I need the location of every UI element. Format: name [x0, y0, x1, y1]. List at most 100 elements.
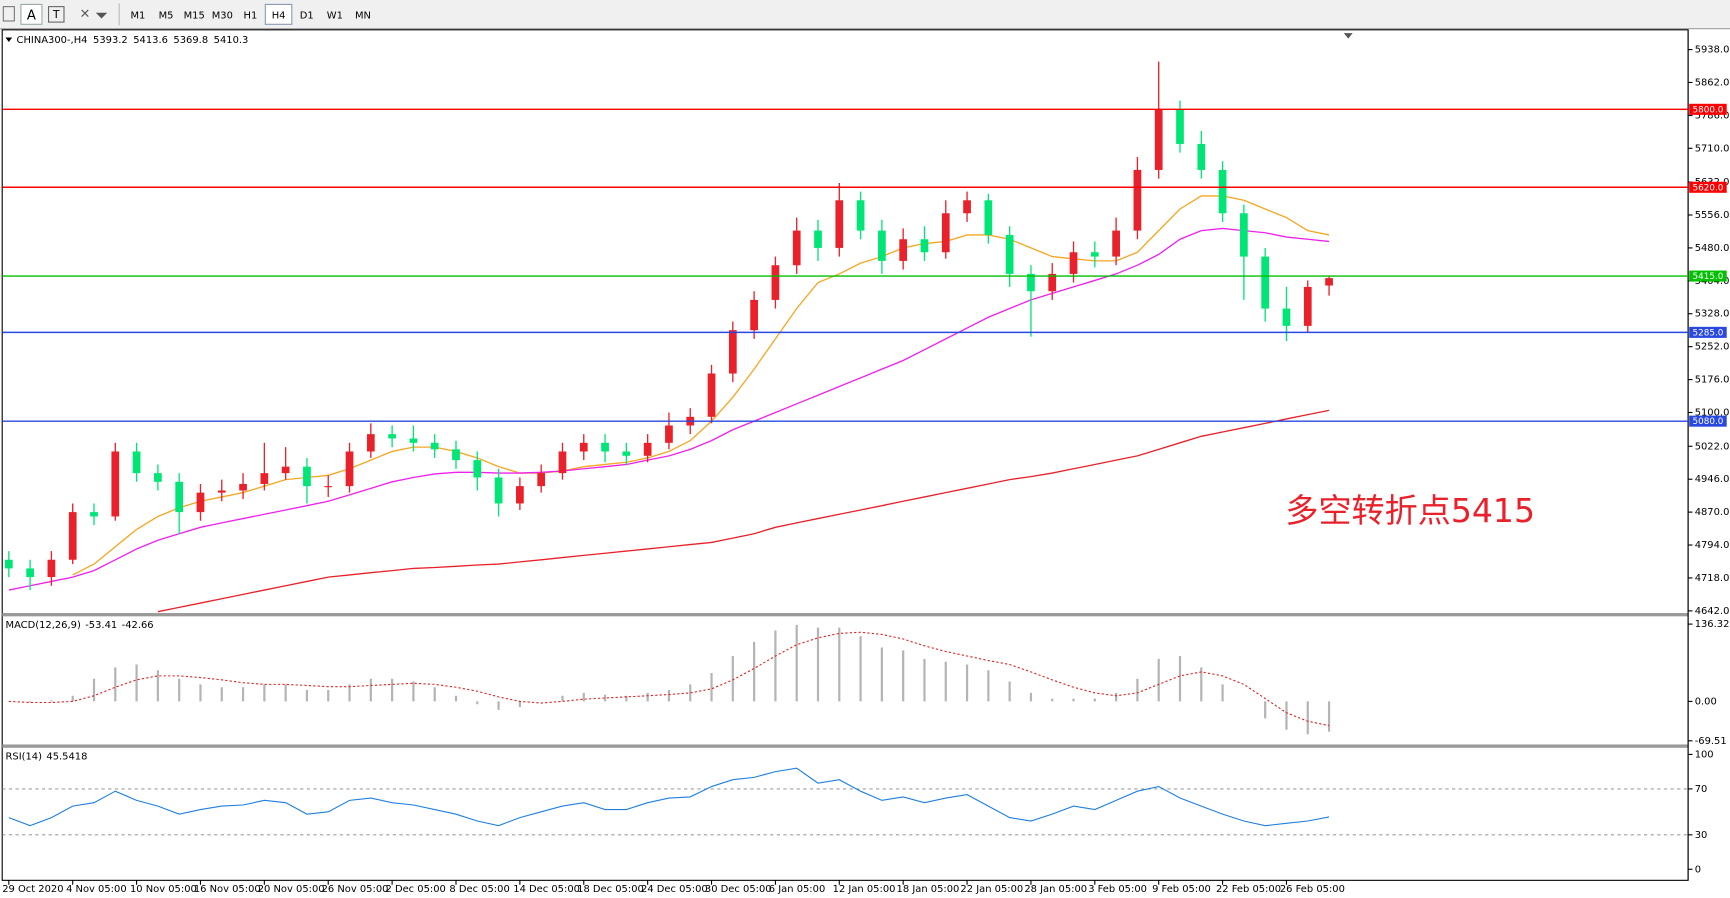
candle-body — [175, 481, 184, 513]
candle-body — [1154, 109, 1163, 170]
moving-average — [157, 409, 1330, 613]
macd-panel — [8, 624, 1331, 735]
timeframe-label: D1 — [300, 10, 314, 21]
rsi-line — [8, 767, 1330, 827]
arrows-tool-button[interactable] — [81, 9, 108, 19]
timeframe-label: M30 — [212, 10, 233, 21]
candle-body — [90, 512, 98, 517]
candle-body — [1176, 109, 1184, 144]
y-tick-label: 5252.0 — [1695, 342, 1730, 353]
rsi-header: RSI(14) 45.5418 — [6, 752, 88, 763]
candle-body — [622, 451, 631, 456]
x-tick-label: 20 Nov 05:00 — [258, 884, 325, 895]
timeframe-label: MN — [355, 10, 371, 21]
y-tick-label: 70 — [1695, 784, 1708, 795]
candle-body — [1027, 273, 1035, 292]
x-tick-label: 2 Dec 05:00 — [385, 884, 445, 895]
x-tick-label: 18 Dec 05:00 — [577, 884, 644, 895]
candle-body — [814, 230, 822, 248]
candle-body — [728, 330, 737, 374]
y-tick-label: 0.00 — [1695, 696, 1717, 707]
x-tick-label: 26 Nov 05:00 — [322, 884, 389, 895]
level-label: 5415.0 — [1692, 272, 1723, 282]
candle-body — [1303, 286, 1312, 326]
candle-body — [132, 451, 141, 474]
candle-body — [963, 200, 971, 214]
candle-body — [26, 568, 34, 578]
timeframe-label: H1 — [244, 10, 258, 21]
timeframe-button[interactable] — [237, 4, 264, 25]
candle-body — [452, 449, 460, 461]
candle-body — [516, 486, 524, 504]
timeframe-button[interactable] — [264, 3, 293, 25]
candle-body — [1240, 213, 1248, 257]
x-tick-label: 26 Feb 05:00 — [1280, 884, 1345, 895]
indicator-title: RSI(14) — [6, 752, 43, 763]
main-panel — [2, 61, 1689, 613]
chart-header: CHINA300-,H4 5393.2 5413.6 5369.8 5410.3 — [17, 35, 249, 46]
candle-body — [920, 239, 929, 253]
x-tick-label: 12 Jan 05:00 — [833, 884, 896, 895]
candle-body — [1112, 230, 1120, 257]
candle-body — [856, 200, 865, 231]
y-tick-label: 4946.0 — [1695, 474, 1730, 485]
timeframe-button[interactable] — [152, 4, 180, 25]
candle-body — [643, 442, 652, 456]
ohlc-value: 5413.6 — [133, 35, 168, 46]
macd-header: MACD(12,26,9) -53.41 -42.66 — [6, 620, 154, 631]
candle-body — [430, 442, 439, 450]
timeframe-label: M15 — [184, 10, 205, 21]
candle-body — [260, 473, 269, 484]
label-tool-icon: T — [52, 8, 60, 21]
moving-average — [72, 195, 1330, 576]
x-tick-label: 4 Nov 05:00 — [66, 884, 127, 895]
x-tick-label: 28 Jan 05:00 — [1024, 884, 1087, 895]
signal-line — [8, 631, 1330, 727]
panel-separator — [2, 613, 1689, 617]
timeframe-button[interactable] — [180, 4, 208, 25]
level-label: 5620.0 — [1692, 183, 1723, 193]
candle-body — [941, 213, 950, 253]
label-tool-button[interactable] — [47, 6, 65, 23]
y-tick-label: 4718.0 — [1695, 573, 1730, 584]
x-tick-label: 29 Oct 2020 — [2, 884, 63, 895]
candle-body — [707, 373, 716, 417]
text-tool-button[interactable] — [20, 3, 43, 25]
y-tick-label: 5710.0 — [1695, 143, 1730, 154]
y-tick-label: 136.32 — [1695, 619, 1730, 630]
candle-body — [835, 200, 844, 248]
timeframe-button[interactable] — [209, 4, 236, 25]
y-tick-label: 5786.0 — [1695, 110, 1730, 121]
candle-body — [750, 299, 758, 331]
indicator-title: MACD(12,26,9) — [6, 620, 81, 631]
y-tick-label: 5022.0 — [1695, 441, 1730, 452]
candle-body — [1069, 252, 1078, 274]
indicator-value: 45.5418 — [46, 752, 87, 763]
candle-body — [388, 434, 396, 439]
timeframe-button[interactable] — [321, 4, 349, 25]
level-label-box — [1689, 270, 1727, 282]
candle-body — [771, 265, 780, 300]
x-tick-label: 14 Dec 05:00 — [513, 884, 580, 895]
timeframe-button[interactable] — [124, 4, 152, 25]
level-label-box — [1689, 181, 1727, 193]
timeframe-button[interactable] — [349, 4, 377, 25]
toolbar-icon[interactable] — [2, 6, 15, 22]
candle-body — [984, 200, 993, 235]
ohlc-value: 5410.3 — [214, 35, 249, 46]
x-tick-label: 16 Nov 05:00 — [194, 884, 261, 895]
timeframe-label: M1 — [130, 10, 145, 21]
x-tick-label: 22 Feb 05:00 — [1216, 884, 1281, 895]
candle-body — [239, 483, 247, 491]
candle-body — [47, 559, 56, 578]
overlay-labels: 5938.05862.05786.05710.05632.05556.05480… — [2, 35, 1729, 895]
level-label-box — [1689, 103, 1727, 115]
x-tick-label: 3 Feb 05:00 — [1088, 884, 1147, 895]
rsi-panel — [2, 767, 1689, 836]
candle-body — [1048, 273, 1057, 292]
x-tick-label: 6 Jan 05:00 — [769, 884, 825, 895]
x-tick-label: 24 Dec 05:00 — [641, 884, 708, 895]
timeframe-button[interactable] — [293, 4, 320, 25]
panel-separator — [2, 744, 1689, 748]
